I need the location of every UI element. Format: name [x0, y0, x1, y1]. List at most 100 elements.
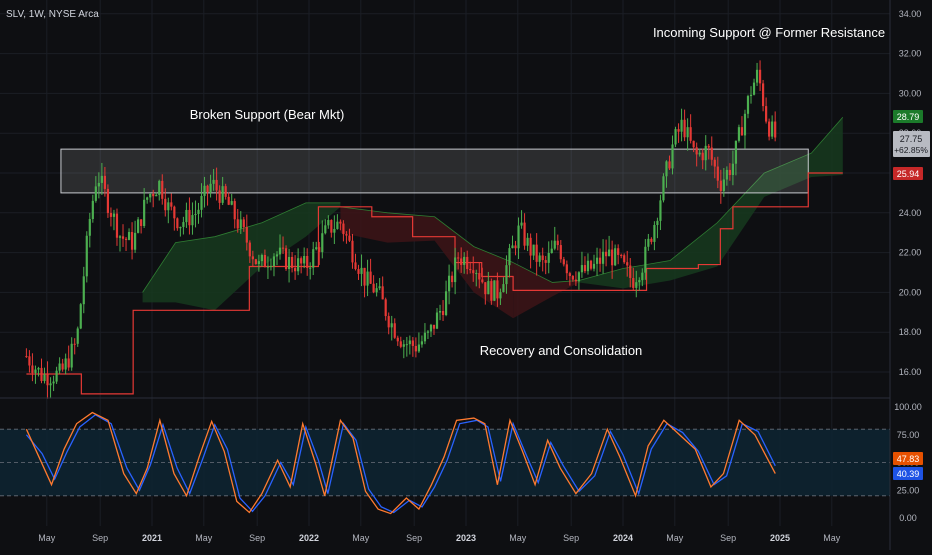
candle-body — [82, 276, 85, 305]
candle-body — [64, 358, 67, 370]
time-tick-label: 2023 — [456, 533, 476, 543]
annotation-recovery: Recovery and Consolidation — [480, 343, 643, 358]
candle-body — [124, 238, 128, 240]
candle-body — [85, 235, 88, 277]
candle-body — [378, 286, 381, 289]
candle-body — [167, 202, 170, 211]
badge-high-value: 28.79 — [897, 112, 920, 122]
time-tick-label: Sep — [92, 533, 108, 543]
time-tick-label: Sep — [249, 533, 265, 543]
candle-body — [454, 257, 457, 283]
candle-body — [194, 214, 197, 216]
candle-body — [315, 247, 318, 250]
candle-body — [577, 272, 581, 282]
candle-body — [438, 311, 442, 313]
candle-body — [774, 121, 777, 138]
candle-body — [487, 281, 490, 295]
resistance-zone-box[interactable] — [60, 148, 809, 194]
candle-body — [475, 273, 478, 275]
candle-body — [508, 248, 511, 266]
candle-body — [103, 175, 106, 189]
candle-body — [653, 224, 656, 242]
candle-body — [284, 248, 288, 270]
candle-body — [604, 251, 608, 257]
candle-body — [381, 286, 384, 300]
candle-body — [746, 96, 750, 114]
oscillator-tick-label: 25.00 — [897, 485, 920, 495]
candle-body — [290, 256, 294, 268]
candle-body — [185, 209, 188, 223]
candle-body — [589, 260, 593, 269]
candle-body — [275, 254, 279, 257]
candle-body — [647, 238, 650, 247]
candle-body — [689, 127, 692, 141]
candle-body — [303, 255, 306, 264]
candle-body — [641, 272, 644, 281]
candle-body — [182, 222, 185, 227]
candle-body — [115, 213, 119, 238]
cloud-upper-edge — [142, 202, 341, 293]
candle-body — [586, 260, 590, 272]
time-tick-label: May — [666, 533, 684, 543]
cloud-upper-edge — [578, 117, 844, 281]
time-tick-label: May — [195, 533, 213, 543]
candle-body — [505, 265, 508, 285]
candle-body — [523, 222, 526, 246]
candle-body — [405, 344, 408, 346]
candle-body — [559, 245, 562, 260]
candle-body — [620, 254, 623, 256]
candle-body — [614, 248, 617, 266]
candle-body — [25, 356, 28, 358]
candle-body — [698, 152, 701, 155]
candle-body — [565, 264, 568, 274]
candle-body — [463, 256, 466, 265]
candle-body — [638, 280, 641, 283]
price-tick-label: 16.00 — [899, 367, 922, 377]
candle-body — [118, 236, 122, 238]
candle-body — [321, 233, 324, 253]
candle-body — [43, 374, 46, 382]
candle-body — [221, 186, 224, 203]
candle-body — [61, 363, 64, 370]
candle-body — [686, 127, 689, 138]
candle-body — [728, 169, 731, 176]
candle-body — [88, 219, 91, 236]
candle-body — [520, 222, 523, 226]
candle-body — [342, 223, 345, 235]
candle-body — [318, 247, 321, 253]
candle-body — [535, 244, 538, 262]
candle-body — [737, 127, 741, 141]
candle-body — [224, 186, 227, 197]
badge-high: 28.79 — [893, 110, 923, 123]
candle-body — [574, 279, 577, 282]
candle-body — [46, 374, 49, 386]
candle-body — [55, 370, 58, 382]
candle-body — [541, 255, 544, 261]
candle-body — [716, 166, 719, 181]
candle-body — [538, 255, 541, 262]
candle-body — [345, 234, 348, 236]
candle-body — [239, 219, 242, 229]
candle-body — [294, 267, 297, 272]
candle-body — [34, 369, 37, 373]
candle-body — [94, 186, 97, 201]
candle-body — [203, 185, 206, 196]
candle-body — [659, 200, 662, 221]
stoch-k-line — [25, 411, 776, 515]
candle-body — [324, 225, 327, 234]
candle-body — [155, 194, 158, 197]
candle-body — [49, 383, 52, 386]
candle-body — [127, 232, 131, 240]
candle-body — [550, 248, 553, 254]
candle-body — [644, 246, 647, 273]
time-tick-label: May — [38, 533, 56, 543]
candle-body — [227, 196, 230, 205]
time-tick-label: 2024 — [613, 533, 633, 543]
candle-body — [725, 169, 728, 180]
candle-body — [149, 193, 152, 198]
badge-stoch-d: 40.39 — [893, 467, 923, 480]
annotation-incoming-support: Incoming Support @ Former Resistance — [653, 25, 885, 40]
candle-body — [595, 257, 599, 264]
